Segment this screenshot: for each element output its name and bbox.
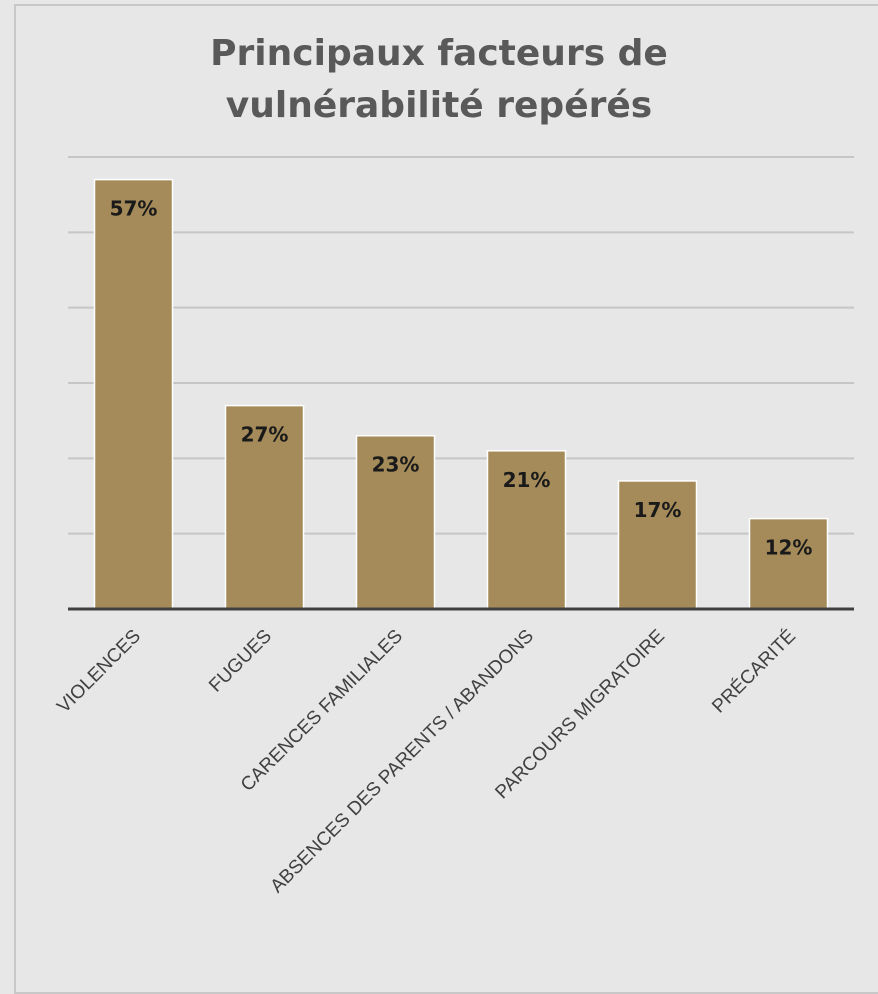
x-tick-label-1: VIOLENCES (53, 626, 145, 718)
x-tick-label-6: PRÉCARITÉ (708, 626, 800, 718)
data-label-3: 23% (372, 453, 420, 477)
bars: 57% 27% 23% 21% 17% 12% (93, 178, 829, 610)
bar-5 (617, 480, 698, 610)
chart-title-line-1: Principaux facteurs de (210, 33, 668, 74)
data-label-1: 57% (110, 197, 158, 221)
data-label-2: 27% (241, 423, 289, 447)
chart-title-line-2: vulnérabilité repérés (225, 85, 653, 126)
data-label-6: 12% (765, 536, 813, 560)
gridlines (68, 156, 854, 535)
chart-title: Principaux facteurs de vulnérabilité rep… (0, 28, 878, 132)
bar-1 (93, 178, 174, 610)
data-label-5: 17% (634, 498, 682, 522)
bar-6 (748, 517, 829, 610)
data-label-4: 21% (503, 468, 551, 492)
x-tick-label-2: FUGUES (205, 626, 276, 697)
x-tick-label-4: ABSENCES DES PARENTS / ABANDONS (267, 626, 538, 897)
